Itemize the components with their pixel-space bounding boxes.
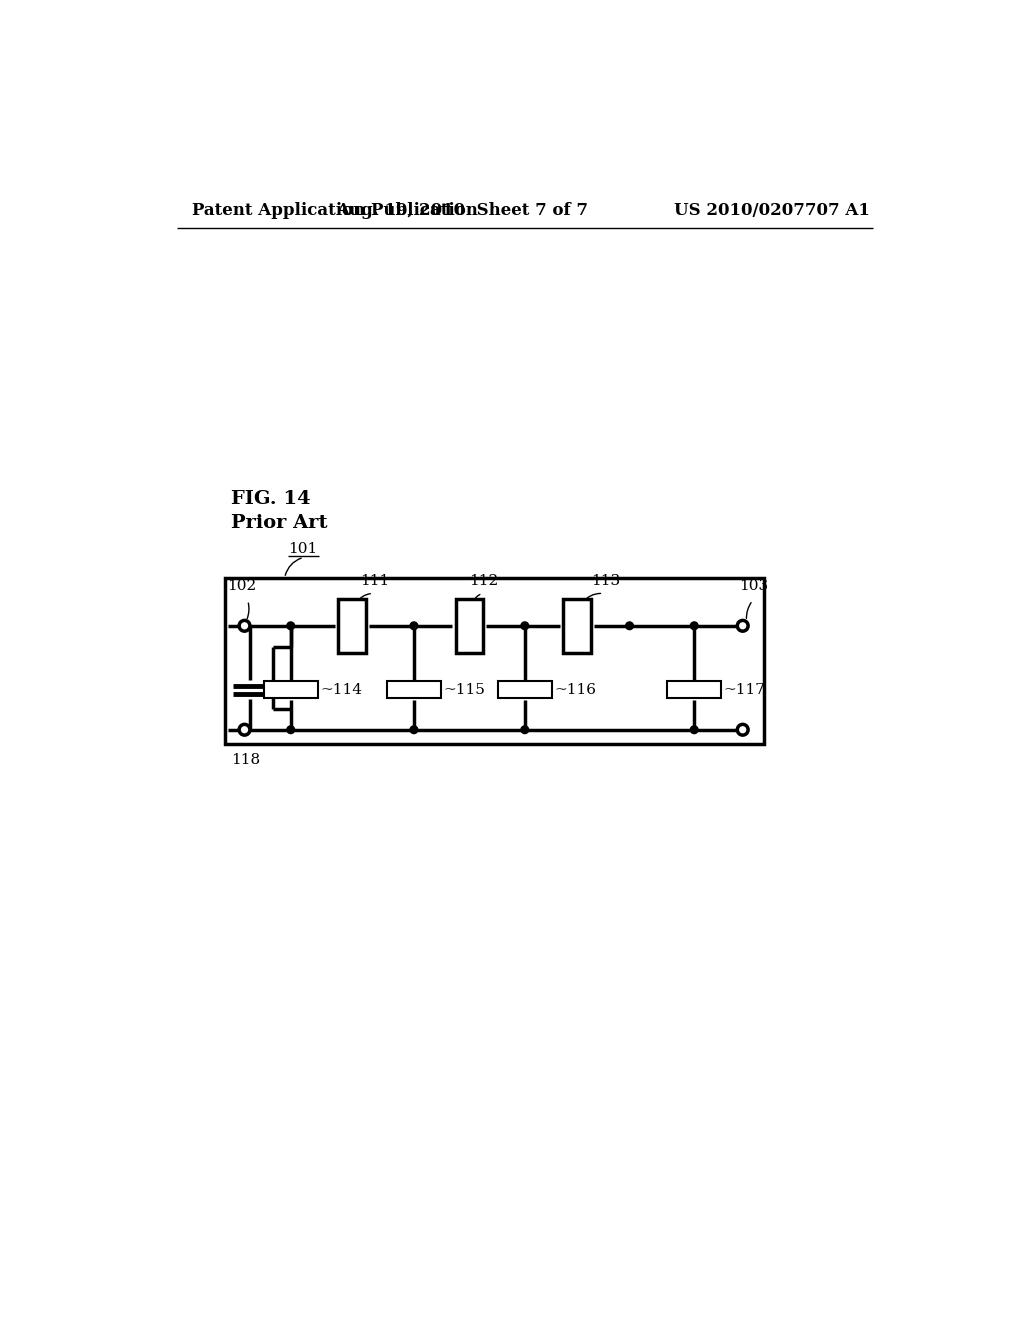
Text: 102: 102 bbox=[226, 579, 256, 594]
Circle shape bbox=[521, 622, 528, 630]
Circle shape bbox=[737, 725, 749, 735]
FancyArrowPatch shape bbox=[247, 603, 249, 619]
Circle shape bbox=[521, 726, 528, 734]
Text: ~116: ~116 bbox=[554, 682, 596, 697]
Bar bbox=[668, 681, 721, 698]
Bar bbox=[339, 599, 367, 653]
Bar bbox=[563, 599, 591, 653]
Text: 103: 103 bbox=[739, 579, 768, 594]
Circle shape bbox=[410, 622, 418, 630]
Bar bbox=[498, 681, 552, 698]
Text: Aug. 19, 2010  Sheet 7 of 7: Aug. 19, 2010 Sheet 7 of 7 bbox=[336, 202, 588, 219]
Bar bbox=[264, 681, 317, 698]
Circle shape bbox=[626, 622, 634, 630]
FancyArrowPatch shape bbox=[286, 558, 301, 576]
Text: ~115: ~115 bbox=[443, 682, 485, 697]
Text: 113: 113 bbox=[591, 574, 621, 589]
Text: FIG. 14: FIG. 14 bbox=[230, 490, 310, 507]
Circle shape bbox=[240, 620, 250, 631]
FancyArrowPatch shape bbox=[473, 594, 480, 602]
Text: 118: 118 bbox=[230, 752, 260, 767]
Text: 112: 112 bbox=[469, 574, 499, 589]
Circle shape bbox=[737, 620, 749, 631]
FancyArrowPatch shape bbox=[583, 594, 600, 603]
Circle shape bbox=[287, 726, 295, 734]
Text: Prior Art: Prior Art bbox=[230, 515, 327, 532]
Text: ~117: ~117 bbox=[724, 682, 765, 697]
Circle shape bbox=[287, 622, 295, 630]
Text: US 2010/0207707 A1: US 2010/0207707 A1 bbox=[674, 202, 869, 219]
FancyArrowPatch shape bbox=[746, 603, 751, 618]
Text: 111: 111 bbox=[360, 574, 389, 589]
Text: ~114: ~114 bbox=[319, 682, 361, 697]
Bar bbox=[387, 681, 441, 698]
FancyArrowPatch shape bbox=[356, 594, 371, 602]
Circle shape bbox=[690, 622, 698, 630]
Text: 101: 101 bbox=[289, 543, 317, 557]
Bar bbox=[224, 578, 764, 743]
Circle shape bbox=[690, 726, 698, 734]
Circle shape bbox=[410, 726, 418, 734]
Text: Patent Application Publication: Patent Application Publication bbox=[193, 202, 478, 219]
Bar bbox=[456, 599, 483, 653]
Circle shape bbox=[240, 725, 250, 735]
